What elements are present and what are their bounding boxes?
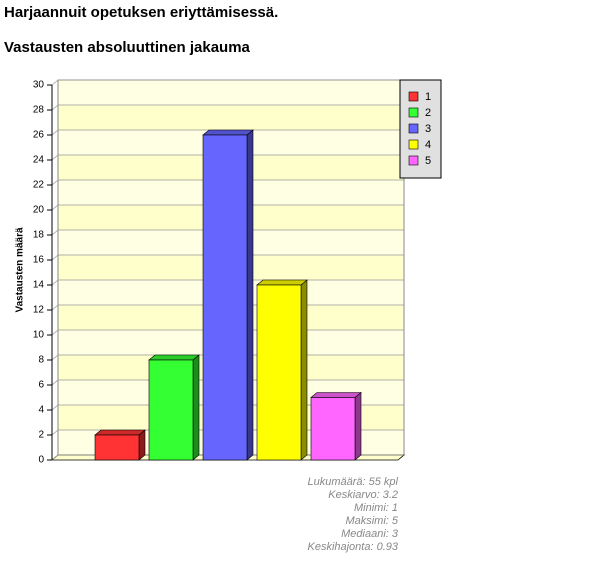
stat-line: Keskiarvo: 3.2 (328, 489, 398, 501)
bar-side (192, 354, 200, 461)
bar (94, 434, 140, 461)
legend-label: 3 (425, 123, 431, 135)
grid-line-depth (51, 404, 59, 411)
bar (256, 284, 302, 461)
stat-line: Minimi: 1 (354, 502, 398, 514)
grid-line-depth (51, 104, 59, 111)
grid-line-depth (51, 179, 59, 186)
legend-label: 2 (425, 107, 431, 119)
y-tick-label: 22 (33, 180, 45, 191)
legend-label: 1 (425, 91, 431, 103)
chart-subtitle: Vastausten absoluuttinen jakauma (4, 39, 251, 56)
y-tick-label: 6 (38, 380, 44, 391)
grid-line-depth (51, 354, 59, 361)
bar-top (148, 354, 200, 361)
legend-label: 4 (425, 139, 431, 151)
legend-swatch (408, 91, 419, 102)
bar (202, 134, 248, 461)
stat-line: Keskihajonta: 0.93 (307, 541, 398, 553)
grid-line-depth (51, 154, 59, 161)
y-tick-label: 2 (38, 430, 44, 441)
y-tick-label: 20 (33, 205, 45, 216)
grid-line-depth (51, 229, 59, 236)
bar-top (256, 279, 308, 286)
bar-top (94, 429, 146, 436)
y-tick-label: 12 (33, 305, 45, 316)
y-tick-label: 18 (33, 230, 45, 241)
plot-stripe (58, 105, 404, 130)
legend-swatch (408, 107, 419, 118)
stat-line: Maksimi: 5 (345, 515, 398, 527)
y-tick-label: 26 (33, 130, 45, 141)
grid-line-depth (51, 329, 59, 336)
legend-swatch (408, 123, 419, 134)
y-tick-label: 4 (38, 405, 44, 416)
y-tick-label: 14 (33, 280, 45, 291)
y-tick-label: 8 (38, 355, 44, 366)
y-tick-label: 24 (33, 155, 45, 166)
stat-line: Lukumäärä: 55 kpl (308, 476, 399, 488)
y-tick-label: 16 (33, 255, 45, 266)
bar-top (202, 129, 254, 136)
bar (310, 397, 356, 461)
stat-line: Mediaani: 3 (341, 528, 399, 540)
legend-swatch (408, 155, 419, 166)
y-tick-label: 0 (38, 455, 44, 466)
legend-label: 5 (425, 155, 431, 167)
grid-line-depth (51, 204, 59, 211)
legend-swatch (408, 139, 419, 150)
bar-side (354, 391, 362, 461)
legend-box (399, 79, 442, 179)
grid-line-depth (51, 79, 59, 86)
y-axis-label: Vastausten määrä (15, 227, 26, 312)
y-tick-label: 30 (33, 80, 45, 91)
bar-top (310, 392, 362, 398)
chart-title: Harjaannuit opetuksen eriyttämisessä. (4, 4, 278, 21)
grid-line-depth (51, 304, 59, 311)
bar (148, 359, 194, 461)
grid-line-depth (51, 429, 59, 436)
grid-line-depth (51, 279, 59, 286)
grid-line-depth (51, 254, 59, 261)
grid-line-depth (51, 454, 59, 461)
grid-line-depth (51, 379, 59, 386)
bar-side (300, 279, 308, 461)
plot-stripe (58, 80, 404, 105)
bar-side (246, 129, 254, 461)
grid-line-depth (51, 129, 59, 136)
y-tick-label: 28 (33, 105, 45, 116)
y-tick-label: 10 (33, 330, 45, 341)
